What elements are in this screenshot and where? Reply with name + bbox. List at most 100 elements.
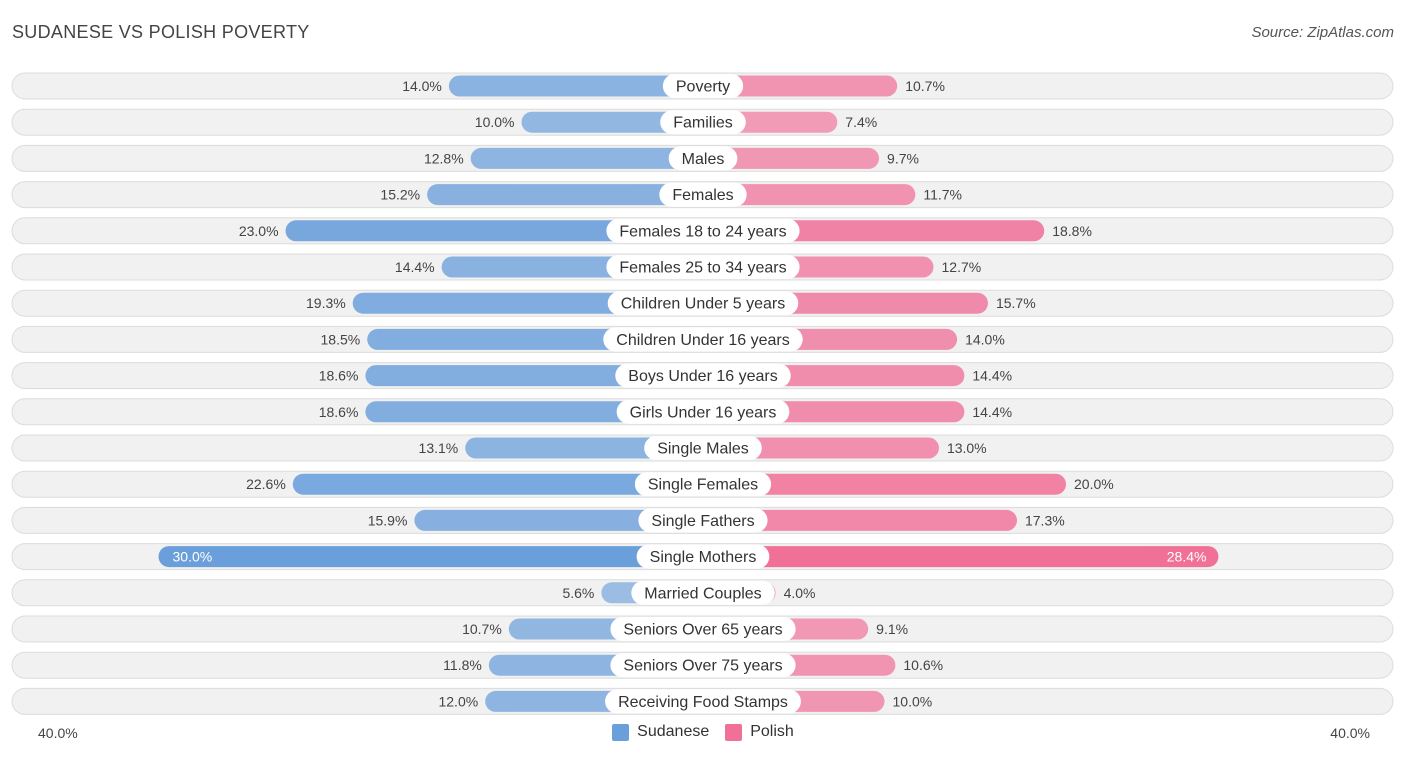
category-pill [634,472,772,497]
value-label-sudanese: 15.9% [368,512,408,528]
category-pill [631,580,775,605]
category-pill [616,399,790,424]
source-label: Source: ZipAtlas.com [1251,24,1394,41]
category-pill [638,508,768,533]
legend-item-sudanese[interactable]: Sudanese [612,723,709,741]
value-label-sudanese: 18.6% [319,368,359,384]
bar-polish [703,184,916,206]
category-label: Girls Under 16 years [630,404,777,421]
category-pill [660,110,746,135]
value-label-polish: 9.1% [876,621,908,637]
value-label-sudanese: 22.6% [246,476,286,492]
bar-polish [703,473,1066,495]
value-label-sudanese: 10.7% [462,621,502,637]
category-label: Females [672,187,733,204]
value-label-sudanese: 12.8% [424,150,464,166]
category-label: Children Under 16 years [616,332,789,349]
legend-swatch-sudanese [612,723,630,741]
legend-label-polish: Polish [750,723,794,740]
value-label-polish: 28.4% [1167,549,1207,565]
value-label-sudanese: 11.8% [443,657,482,673]
category-label: Females 25 to 34 years [619,260,786,277]
category-label: Boys Under 16 years [628,368,777,385]
category-label: Seniors Over 75 years [623,658,782,675]
value-label-polish: 7.4% [845,114,877,130]
value-label-polish: 9.7% [887,150,919,166]
value-label-sudanese: 14.0% [402,78,442,94]
legend-swatch-polish [725,723,743,741]
value-label-sudanese: 14.4% [395,259,435,275]
axis-right-label: 40.0% [1330,725,1370,741]
category-label: Children Under 5 years [621,296,786,313]
value-label-sudanese: 30.0% [173,549,213,565]
category-pill [644,436,762,460]
value-label-polish: 14.0% [965,331,1005,347]
category-pill [603,327,803,352]
chart-canvas: 14.0% 10.7% Poverty 10.0% 7.4% Families 12.8% 9… [11,72,1394,715]
bar-sudanese [470,147,703,169]
bar-sudanese [414,509,703,531]
category-pill [606,218,800,243]
legend-label-sudanese: Sudanese [637,723,710,740]
bar-polish [703,509,1017,531]
bar-sudanese [158,546,703,568]
value-label-polish: 17.3% [1025,512,1065,528]
category-label: Receiving Food Stamps [618,694,788,711]
category-label: Males [682,151,725,168]
category-label: Single Males [657,441,749,458]
axis-left-label: 40.0% [38,725,78,741]
category-label: Single Females [648,477,758,494]
value-label-sudanese: 18.5% [321,331,361,347]
value-label-sudanese: 23.0% [239,223,279,239]
value-label-polish: 14.4% [972,404,1012,420]
bar-polish [703,75,898,97]
value-label-polish: 10.6% [903,657,943,673]
bar-polish [703,546,1219,568]
value-label-polish: 18.8% [1052,223,1092,239]
value-label-polish: 14.4% [972,368,1012,384]
category-pill [615,363,791,388]
value-label-polish: 12.7% [942,259,982,275]
category-pill [606,255,800,279]
bar-polish [703,437,939,459]
bar-polish [703,147,880,169]
bar-sudanese [427,184,703,206]
value-label-sudanese: 12.0% [438,693,478,709]
bar-sudanese [292,473,703,495]
category-pill [662,74,744,98]
category-pill [610,617,796,641]
value-label-sudanese: 13.1% [419,440,459,456]
value-label-sudanese: 18.6% [319,404,359,420]
category-pill [659,182,747,207]
value-label-polish: 15.7% [996,295,1036,311]
category-label: Single Fathers [651,513,754,530]
bar-sudanese [285,220,703,242]
chart-title: SUDANESE VS POLISH POVERTY [12,22,310,42]
value-label-polish: 20.0% [1074,476,1114,492]
bar-sudanese [448,75,703,97]
category-label: Poverty [676,79,730,96]
bar-sudanese [521,111,703,133]
value-label-polish: 13.0% [947,440,987,456]
category-pill [605,689,801,714]
value-label-sudanese: 5.6% [562,585,594,601]
value-label-polish: 10.0% [893,693,933,709]
value-label-sudanese: 15.2% [380,187,420,203]
category-label: Single Mothers [650,549,757,566]
legend-item-polish[interactable]: Polish [725,723,794,741]
category-label: Seniors Over 65 years [623,622,782,639]
value-label-polish: 10.7% [905,78,945,94]
bar-sudanese [465,437,703,459]
category-pill [610,653,796,678]
category-pill [607,291,799,316]
category-label: Married Couples [644,585,761,602]
value-label-sudanese: 10.0% [475,114,515,130]
category-pill [668,146,738,171]
value-label-polish: 4.0% [784,585,816,601]
category-label: Families [673,115,733,132]
value-label-sudanese: 19.3% [306,295,346,311]
category-pill [636,544,770,569]
category-label: Females 18 to 24 years [619,223,786,240]
legend: Sudanese Polish [0,723,1406,741]
value-label-polish: 11.7% [923,187,962,203]
